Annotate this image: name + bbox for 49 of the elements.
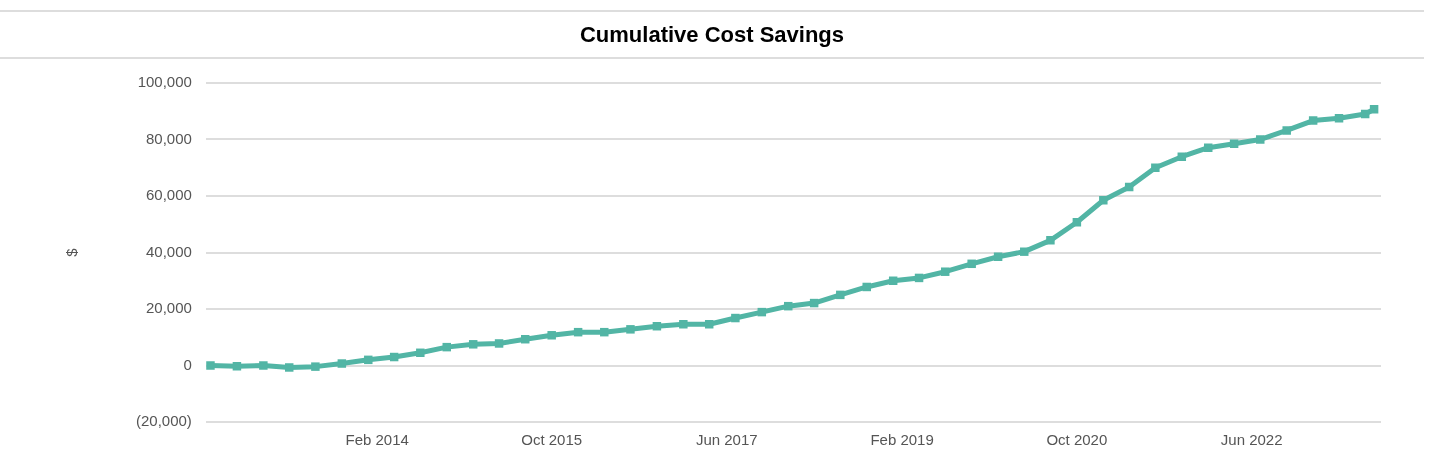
- point: [259, 361, 268, 370]
- point: [1334, 114, 1344, 123]
- y-tick-label: 20,000: [145, 299, 192, 317]
- y-tick-label: 0: [183, 355, 192, 373]
- point: [626, 325, 635, 334]
- point: [600, 327, 609, 337]
- y-axis-title: $: [63, 247, 81, 257]
- point: [468, 340, 478, 349]
- point: [940, 267, 950, 276]
- point: [1282, 126, 1291, 135]
- x-tick-label: Jun 2022: [1220, 431, 1283, 449]
- point: [1072, 218, 1082, 227]
- point: [232, 362, 242, 371]
- y-tick-label: 40,000: [145, 242, 192, 260]
- point: [1229, 139, 1239, 148]
- point: [993, 252, 1003, 261]
- point: [862, 282, 871, 292]
- y-tick-label: 100,000: [137, 73, 192, 91]
- y-tick-label: 80,000: [145, 129, 192, 147]
- point: [1151, 163, 1160, 172]
- x-tick-label: Feb 2019: [870, 431, 934, 449]
- point: [731, 313, 740, 323]
- point: [1046, 236, 1055, 245]
- point: [1177, 152, 1187, 161]
- point: [284, 363, 294, 372]
- point: [1099, 196, 1108, 205]
- y-tick-label: (20,000): [135, 412, 192, 430]
- x-tick-label: Oct 2020: [1046, 431, 1108, 449]
- point: [784, 301, 793, 311]
- point: [679, 320, 688, 329]
- point: [547, 331, 556, 340]
- point: [1369, 105, 1379, 114]
- point: [1020, 247, 1029, 256]
- x-tick-label: Oct 2015: [521, 431, 583, 449]
- point: [364, 355, 373, 365]
- chart-title: Cumulative Cost Savings: [0, 10, 1424, 59]
- y-tick-label: 60,000: [145, 186, 192, 204]
- point: [967, 259, 976, 269]
- point: [1203, 143, 1213, 152]
- point: [311, 362, 320, 371]
- point: [416, 348, 425, 358]
- point: [206, 361, 215, 370]
- point: [1256, 135, 1265, 144]
- point: [494, 339, 504, 348]
- point: [836, 290, 845, 300]
- point: [1308, 116, 1318, 125]
- x-tick-label: Jun 2017: [695, 431, 758, 449]
- x-tick-label: Feb 2014: [345, 431, 409, 449]
- point: [337, 359, 347, 368]
